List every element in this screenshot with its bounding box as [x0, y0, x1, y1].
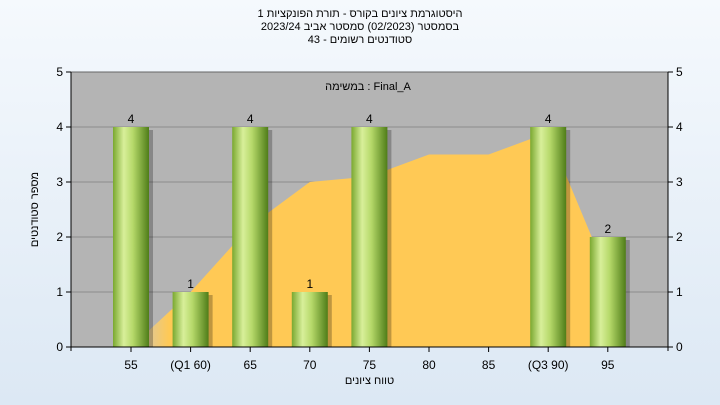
y-tick-label: 1 [676, 285, 683, 299]
chart-subtitle-2: סטודנטים רשומים - 43 [307, 34, 413, 46]
bars: 4 1 4 1 4 4 2 [113, 112, 630, 347]
y-tick-label: 4 [56, 120, 63, 134]
data-label: 4 [128, 112, 135, 126]
bar [291, 292, 328, 347]
x-axis-label: טווח ציונים [345, 375, 394, 387]
y-tick-label: 5 [676, 65, 683, 79]
data-label: 1 [306, 277, 313, 291]
data-label: 4 [545, 112, 552, 126]
data-label: 1 [187, 277, 194, 291]
x-tick-label: (Q3 90) [528, 358, 569, 372]
y-tick-label: 5 [56, 65, 63, 79]
data-label: 4 [247, 112, 254, 126]
y-tick-label: 2 [56, 230, 63, 244]
y-tick-label: 3 [676, 175, 683, 189]
chart-subtitle: בסמסטר (02/2023) סמסטר אביב 2023/24 [260, 21, 460, 33]
bar [172, 292, 209, 347]
y-tick-label: 0 [676, 340, 683, 354]
x-tick-label: 80 [422, 358, 436, 372]
axes: 0 01 12 23 34 45 555 (Q1 60) 65 70 75 80 85 (Q3 90) 95 [56, 65, 683, 372]
x-tick-label: 95 [601, 358, 615, 372]
task-annotation: במשימה : Final_A [325, 81, 411, 93]
x-tick-label: 55 [124, 358, 138, 372]
y-tick-label: 1 [56, 285, 63, 299]
y-axis-label: מספר סטודנטים [29, 172, 41, 247]
bar [113, 127, 149, 347]
x-tick-label: 85 [482, 358, 496, 372]
bar [232, 127, 269, 347]
x-tick-label: (Q1 60) [170, 358, 211, 372]
x-tick-label: 65 [244, 358, 258, 372]
data-label: 4 [366, 112, 373, 126]
chart-title: היסטוגרמת ציונים בקורס - תורת הפונקציות … [257, 8, 463, 20]
bar [351, 127, 388, 347]
y-tick-label: 0 [56, 340, 63, 354]
data-label: 2 [604, 222, 611, 236]
x-tick-label: 70 [303, 358, 317, 372]
y-tick-label: 3 [56, 175, 63, 189]
chart-titles: היסטוגרמת ציונים בקורס - תורת הפונקציות … [0, 8, 720, 47]
y-tick-label: 4 [676, 120, 683, 134]
x-tick-label: 75 [363, 358, 377, 372]
y-tick-label: 2 [676, 230, 683, 244]
bar [589, 237, 626, 347]
bar [530, 127, 567, 347]
